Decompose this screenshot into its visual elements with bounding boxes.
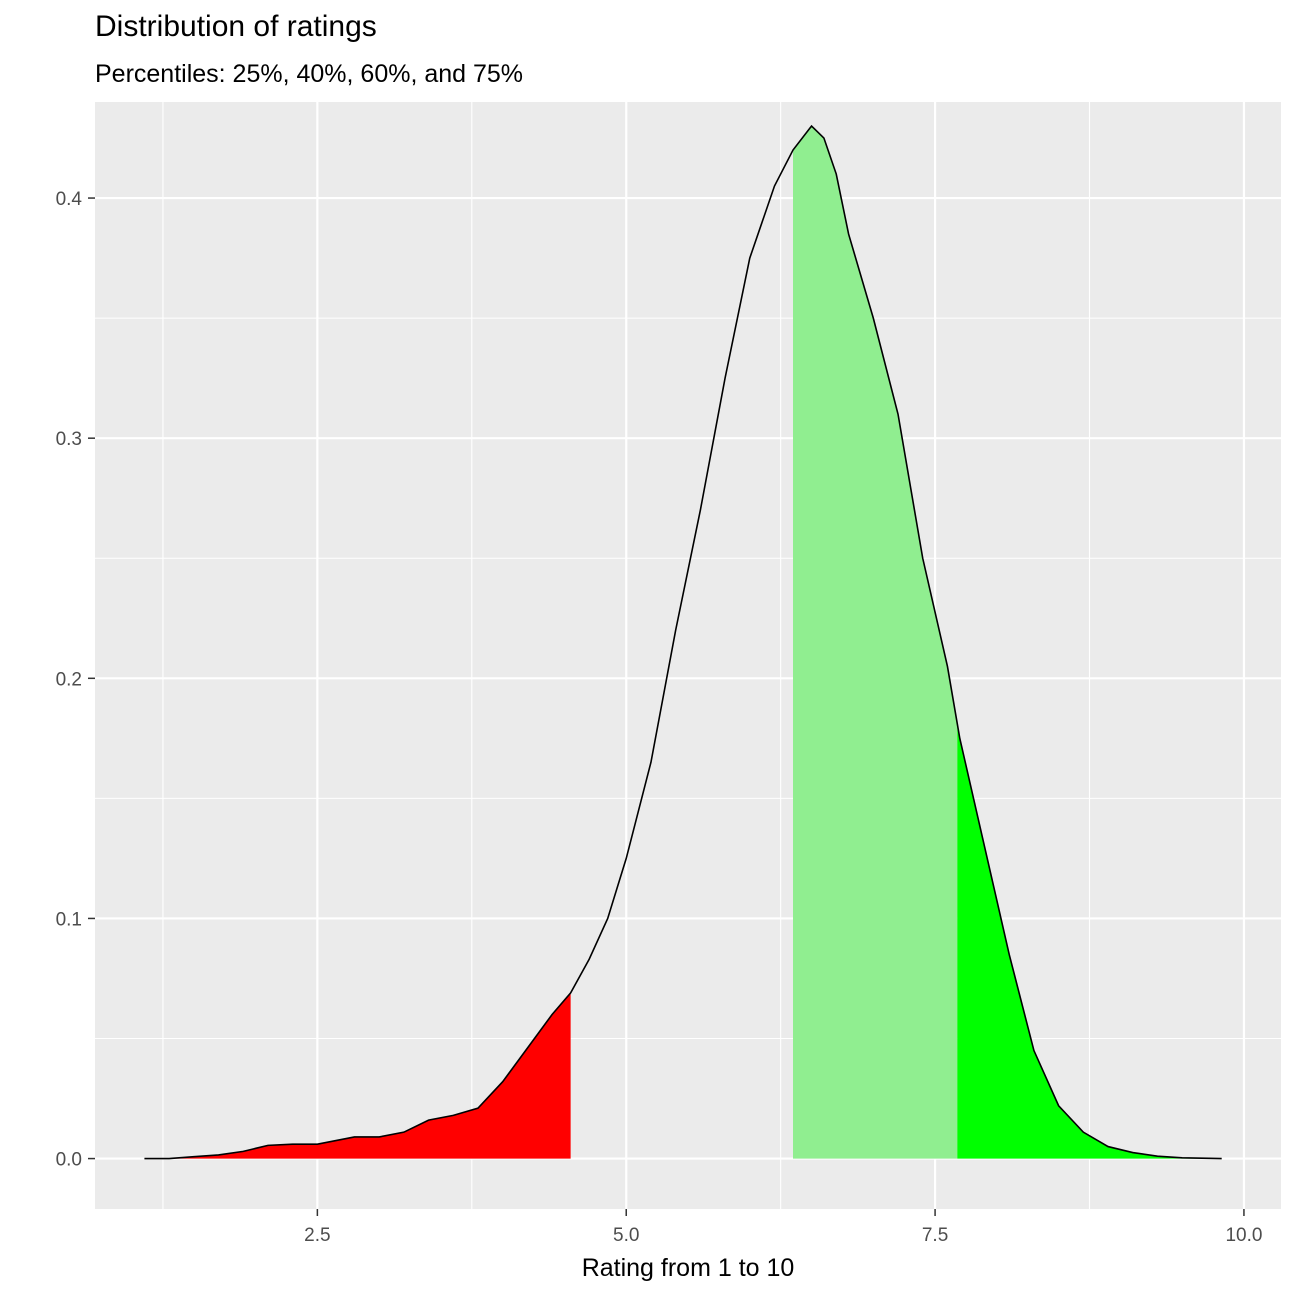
x-tick-label: 7.5 <box>922 1225 948 1246</box>
minor-gridlines <box>95 102 1281 1209</box>
plot-panel <box>95 102 1281 1209</box>
percentile-region-1 <box>144 992 571 1159</box>
y-tick-label: 0.1 <box>56 909 82 930</box>
y-axis: 0.0 0.1 0.2 0.3 0.4 <box>56 189 95 1171</box>
x-axis-title: Rating from 1 to 10 <box>582 1254 795 1282</box>
x-tick-label: 2.5 <box>304 1225 330 1246</box>
percentile-region-3 <box>957 723 1222 1159</box>
y-tick-label: 0.3 <box>56 429 82 450</box>
percentile-regions <box>144 126 1222 1159</box>
x-tick-label: 10.0 <box>1225 1225 1262 1246</box>
x-axis: 2.5 5.0 7.5 10.0 <box>304 1209 1262 1246</box>
chart-title: Distribution of ratings <box>95 10 377 43</box>
density-curve <box>144 124 1222 1160</box>
chart-subtitle: Percentiles: 25%, 40%, 60%, and 75% <box>95 60 524 88</box>
y-tick-label: 0.0 <box>56 1150 82 1171</box>
y-tick-label: 0.4 <box>56 189 83 210</box>
percentile-region-2 <box>793 126 958 1159</box>
y-tick-label: 0.2 <box>56 669 82 690</box>
x-tick-label: 5.0 <box>613 1225 639 1246</box>
